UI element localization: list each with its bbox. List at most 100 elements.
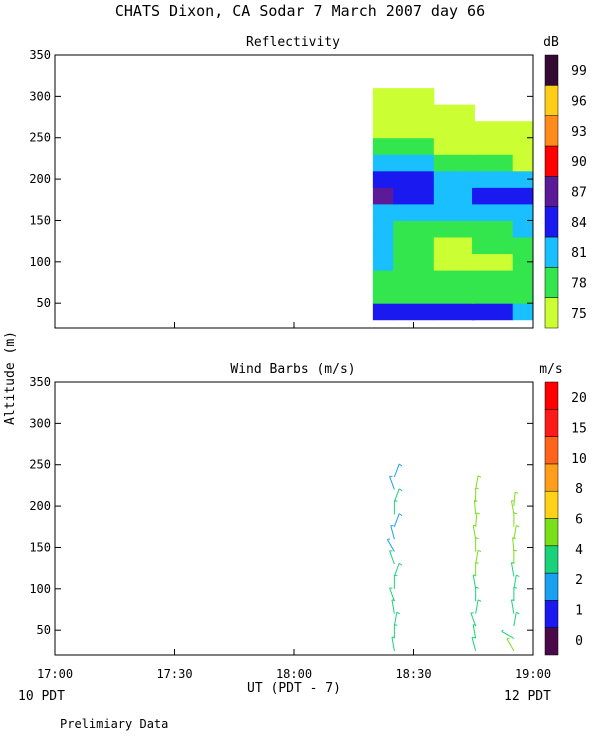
colorbar-unit-wind: m/s [539,362,562,377]
wind-colorbar-swatch-3 [544,545,559,574]
xtick-label-1: 17:30 [156,667,192,681]
refl-cell [372,88,394,106]
refl-cell [472,170,514,188]
refl-cell [393,237,435,255]
refl-ytick-label-0: 50 [37,296,51,310]
wind-barb [475,487,479,502]
refl-cell [372,303,394,321]
wind-colorbar-swatch-1 [544,600,559,628]
refl-cell [433,170,475,188]
wind-barb [471,636,477,651]
wind-barb [475,549,482,565]
refl-cell [512,154,534,172]
refl-colorbar-label-8: 99 [571,64,587,79]
refl-cell [372,137,394,155]
refl-cell [372,154,394,172]
wind-colorbar-label-0: 0 [575,634,583,649]
refl-cell [372,220,394,238]
refl-colorbar-label-0: 75 [571,307,587,322]
refl-cell [472,270,514,288]
refl-cell [433,154,475,172]
wind-barb [472,524,477,540]
wind-barb [475,512,481,527]
refl-cell [433,270,475,288]
refl-cell [512,253,534,271]
refl-cell [433,104,475,122]
refl-cell [512,203,534,221]
wind-barb [393,513,403,527]
refl-cell [433,253,475,271]
wind-frame [54,381,534,656]
wind-barb [393,623,398,639]
wind-barb [510,562,515,577]
reflectivity-panel: 50 100 150 200 250 300 350 75 78 81 84 87 90 93 96 99 [29,48,587,329]
wind-colorbar-swatch-2 [544,572,559,601]
wind-barb [501,629,515,639]
wind-barb [475,599,482,614]
refl-cell [393,187,435,205]
refl-cell [433,286,475,304]
wind-barb [472,624,477,639]
wind-barb [513,574,520,589]
x-sub-right: 12 PDT [504,689,551,704]
refl-colorbar-swatch-8 [544,54,559,86]
wind-colorbar-swatch-6 [544,463,559,492]
wind-ytick-label-1: 100 [29,582,51,596]
wind-colorbar-label-4: 6 [575,513,583,528]
wind-ytick-label-5: 300 [29,416,51,430]
wind-colorbar-swatch-0 [544,627,559,656]
refl-colorbar-swatch-4 [544,176,559,207]
refl-cell [393,286,435,304]
refl-cell [433,303,475,321]
wind-barb [393,611,400,627]
refl-cell [393,88,435,106]
wind-barb [393,463,403,478]
wind-colorbar-label-5: 8 [575,482,583,497]
refl-ytick-label-5: 300 [29,89,51,103]
wind-barb [510,599,515,614]
xtick-label-3: 18:30 [395,667,431,681]
wind-colorbar-label-7: 15 [571,422,587,437]
panel-title-reflectivity: Reflectivity [246,35,340,50]
wind-colorbar-swatch-5 [544,490,559,519]
refl-cell [472,253,514,271]
reflectivity-colorbar: 75 78 81 84 87 90 93 96 99 [544,54,587,329]
refl-cell [472,121,514,139]
reflectivity-y-axis: 50 100 150 200 250 300 350 [29,48,533,310]
refl-cell [372,170,394,188]
refl-cell [512,121,534,139]
refl-cell [393,303,435,321]
wind-barb [513,524,520,540]
colorbar-unit-reflectivity: dB [543,35,559,50]
x-sub-left: 10 PDT [18,689,65,704]
refl-cell [512,237,534,255]
refl-cell [393,137,435,155]
refl-cell [372,121,394,139]
refl-cell [512,303,534,321]
wind-colorbar-label-2: 2 [575,573,583,588]
xtick-label-4: 19:00 [515,667,551,681]
wind-barb [513,586,518,602]
refl-colorbar-swatch-5 [544,145,559,177]
refl-ytick-label-2: 150 [29,213,51,227]
wind-colorbar-label-8: 20 [571,391,587,406]
refl-colorbar-label-1: 78 [571,277,587,292]
refl-cell [512,270,534,288]
wind-barb [391,599,395,614]
refl-colorbar-swatch-2 [544,236,559,268]
y-axis-label: Altitude (m) [3,331,18,425]
refl-ytick-label-1: 100 [29,255,51,269]
refl-cell [433,137,475,155]
wind-barb [513,512,518,527]
refl-cell [472,154,514,172]
refl-cell [512,220,534,238]
wind-barb [391,636,395,651]
wind-barb [389,587,395,602]
x-axis-label: UT (PDT - 7) [247,681,341,696]
refl-cell [393,121,435,139]
refl-cell [472,203,514,221]
wind-colorbar-swatch-8 [544,409,559,437]
wind-colorbar-label-3: 4 [575,543,583,558]
wind-barb [393,488,403,503]
